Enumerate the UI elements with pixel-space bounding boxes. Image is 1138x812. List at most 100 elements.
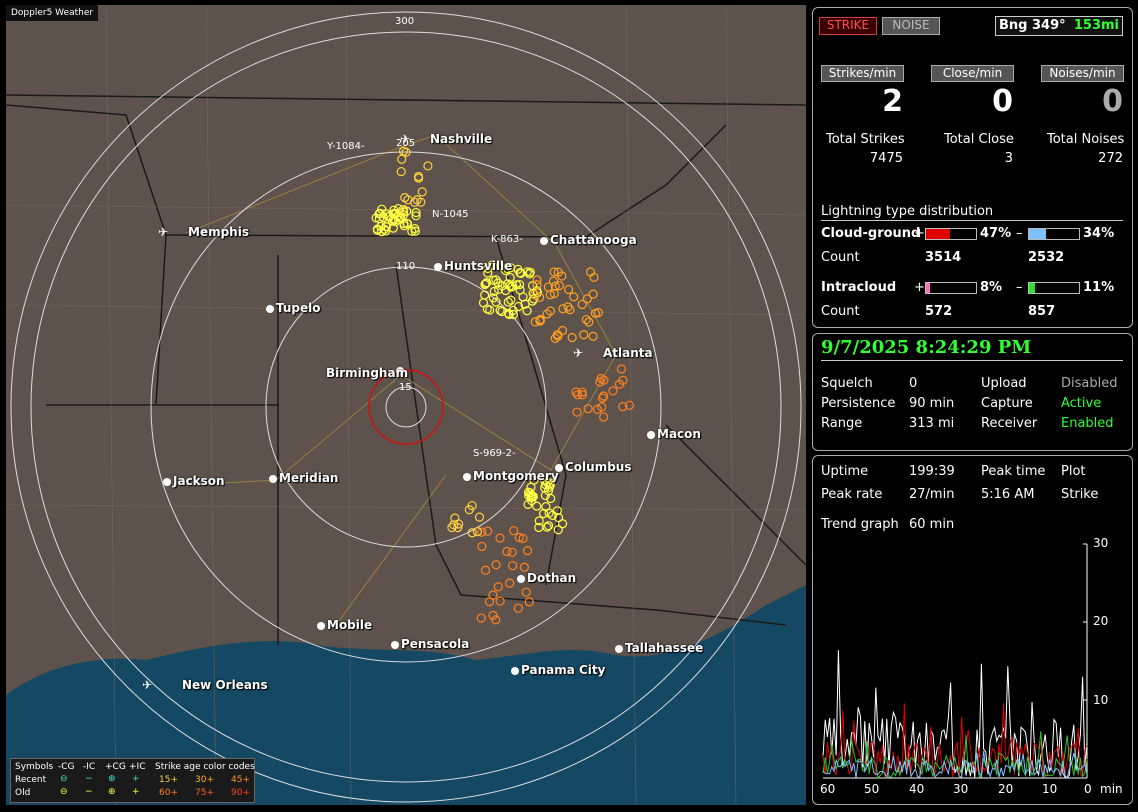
upload-value: Disabled <box>1061 376 1118 391</box>
strike-icon <box>554 281 564 291</box>
cg-negative-bar <box>1028 228 1080 240</box>
airport-icon: ✈ <box>158 225 169 239</box>
lightning-map[interactable]: Doppler5 Weather 300 205 110 15 ✈ Nashvil… <box>6 5 806 805</box>
strike-icon <box>393 203 403 214</box>
strike-icon <box>480 565 491 575</box>
strike-icon <box>381 226 391 236</box>
legend-col-pos-ic: +IC <box>129 762 146 772</box>
city-label: Tallahassee <box>625 641 704 655</box>
strike-icon <box>563 284 574 295</box>
strike-icon <box>614 379 625 389</box>
strike-icon <box>411 207 421 218</box>
strike-icon <box>407 226 417 236</box>
peak-time-value: 5:16 AM <box>981 487 1035 502</box>
legend-row-old: Old <box>15 788 31 798</box>
strike-button[interactable]: STRIKE <box>819 17 877 35</box>
city-label: New Orleans <box>182 678 268 692</box>
city-dot <box>615 645 623 653</box>
symbol-legend: Symbols -CG -IC +CG +IC Strike age color… <box>10 758 255 803</box>
strike-icon <box>518 533 528 544</box>
ic-negative-fill <box>1029 283 1035 293</box>
strike-icon <box>450 513 460 523</box>
x-tick-0: 0 <box>1084 782 1092 796</box>
x-tick-10: 10 <box>1042 782 1058 796</box>
strike-icon <box>519 562 529 572</box>
strike-icon <box>624 400 635 410</box>
strike-icon <box>550 333 560 344</box>
strike-icon <box>530 317 540 327</box>
bearing-label: Bng 349° <box>999 18 1066 33</box>
strike-icon <box>532 280 542 290</box>
legend-age-title: Strike age color codes <box>155 762 255 772</box>
strike-icon <box>449 520 459 530</box>
strike-icon <box>549 288 559 299</box>
strike-icon <box>423 161 433 171</box>
strike-icon <box>548 276 559 286</box>
strike-icon <box>582 294 592 304</box>
strike-icon <box>491 615 501 625</box>
strike-icon <box>618 401 628 412</box>
legend-title: Symbols <box>15 762 54 772</box>
strike-icon <box>513 603 523 613</box>
strike-icon <box>565 305 575 315</box>
legend-old-pos-ic-icon: + <box>132 787 140 797</box>
strike-icon <box>488 610 498 620</box>
strike-icon <box>585 267 596 277</box>
strike-icon <box>477 527 487 537</box>
noise-button[interactable]: NOISE <box>882 17 940 35</box>
cg-negative-fill <box>1029 229 1046 239</box>
strike-icon <box>543 521 554 531</box>
strike-icon <box>563 302 573 312</box>
storm-tag: K-863- <box>491 234 523 245</box>
cg-negative-percent: 34% <box>1083 226 1115 241</box>
receiver-value: Enabled <box>1061 416 1114 431</box>
peak-time-label: Peak time <box>981 464 1046 479</box>
city-label: Huntsville <box>444 259 513 273</box>
peak-rate-value: 27/min <box>909 487 955 502</box>
strike-icon <box>546 493 556 504</box>
strike-icon <box>476 613 486 623</box>
total-strikes-label: Total Strikes <box>826 132 905 147</box>
uptime-value: 199:39 <box>909 464 955 479</box>
strike-icon <box>505 272 515 283</box>
legend-age-45: 45+ <box>231 775 250 785</box>
cloud-ground-label: Cloud-ground <box>821 226 921 241</box>
strike-icon <box>527 496 537 506</box>
legend-row-recent: Recent <box>15 775 47 785</box>
city-label: Memphis <box>188 225 249 239</box>
strike-icon <box>557 271 567 281</box>
trend-series-line <box>822 703 1088 778</box>
strike-icon <box>410 224 420 234</box>
strike-icon <box>569 292 579 302</box>
strike-icon <box>513 301 524 312</box>
map-title: Doppler5 Weather <box>6 5 99 21</box>
storm-tag: S-969-2- <box>473 448 516 459</box>
strike-icon <box>579 330 589 340</box>
city-dot <box>163 478 171 486</box>
x-unit: min <box>1100 782 1123 796</box>
cg-positive-percent: 47% <box>980 226 1012 241</box>
legend-col-neg-cg: -CG <box>58 762 75 772</box>
strike-icon <box>507 547 517 557</box>
strike-icon <box>504 309 514 320</box>
strikes-per-min-label: Strikes/min <box>821 65 904 82</box>
strike-icon <box>553 512 564 523</box>
ring-label-110: 110 <box>396 261 416 272</box>
strike-icon <box>508 309 519 320</box>
strike-icon <box>489 286 499 296</box>
strike-icon <box>389 213 399 224</box>
strike-icon <box>502 546 512 557</box>
strike-icon <box>515 268 525 278</box>
trend-panel: Uptime 199:39 Peak time Plot Peak rate 2… <box>812 455 1133 805</box>
strike-icon <box>417 187 427 197</box>
city-dot <box>647 431 655 439</box>
strike-icon <box>521 587 531 597</box>
strike-icon <box>552 506 562 516</box>
cg-plus-sign: + <box>914 226 925 241</box>
strike-icon <box>503 297 513 307</box>
legend-col-pos-cg: +CG <box>105 762 126 772</box>
strike-icon <box>371 213 381 223</box>
strike-icon <box>514 532 524 543</box>
city-dot <box>391 641 399 649</box>
strike-icon <box>584 317 594 327</box>
